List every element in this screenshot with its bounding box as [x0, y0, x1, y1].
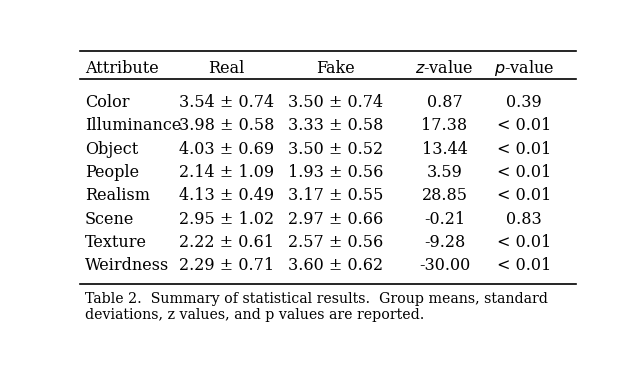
Text: 0.83: 0.83: [506, 211, 542, 228]
Text: < 0.01: < 0.01: [497, 117, 551, 134]
Text: Color: Color: [85, 94, 129, 111]
Text: < 0.01: < 0.01: [497, 187, 551, 204]
Text: < 0.01: < 0.01: [497, 141, 551, 158]
Text: < 0.01: < 0.01: [497, 164, 551, 181]
Text: < 0.01: < 0.01: [497, 257, 551, 274]
Text: 0.87: 0.87: [427, 94, 463, 111]
Text: 2.57 ± 0.56: 2.57 ± 0.56: [288, 234, 383, 251]
Text: Weirdness: Weirdness: [85, 257, 169, 274]
Text: 2.95 ± 1.02: 2.95 ± 1.02: [179, 211, 274, 228]
Text: 17.38: 17.38: [422, 117, 468, 134]
Text: 4.13 ± 0.49: 4.13 ± 0.49: [179, 187, 274, 204]
Text: Realism: Realism: [85, 187, 150, 204]
Text: 3.54 ± 0.74: 3.54 ± 0.74: [179, 94, 274, 111]
Text: 13.44: 13.44: [422, 141, 467, 158]
Text: 3.50 ± 0.74: 3.50 ± 0.74: [288, 94, 383, 111]
Text: deviations, z values, and p values are reported.: deviations, z values, and p values are r…: [85, 308, 424, 322]
Text: 4.03 ± 0.69: 4.03 ± 0.69: [179, 141, 274, 158]
Text: 3.98 ± 0.58: 3.98 ± 0.58: [179, 117, 274, 134]
Text: People: People: [85, 164, 139, 181]
Text: -30.00: -30.00: [419, 257, 470, 274]
Text: $p$-value: $p$-value: [494, 58, 554, 79]
Text: Illuminance: Illuminance: [85, 117, 181, 134]
Text: 1.93 ± 0.56: 1.93 ± 0.56: [288, 164, 383, 181]
Text: Fake: Fake: [316, 60, 355, 77]
Text: 3.17 ± 0.55: 3.17 ± 0.55: [288, 187, 383, 204]
Text: 3.33 ± 0.58: 3.33 ± 0.58: [288, 117, 383, 134]
Text: Object: Object: [85, 141, 138, 158]
Text: -0.21: -0.21: [424, 211, 465, 228]
Text: 0.39: 0.39: [506, 94, 542, 111]
Text: Table 2.  Summary of statistical results.  Group means, standard: Table 2. Summary of statistical results.…: [85, 292, 548, 306]
Text: Real: Real: [208, 60, 244, 77]
Text: 2.22 ± 0.61: 2.22 ± 0.61: [179, 234, 274, 251]
Text: 2.14 ± 1.09: 2.14 ± 1.09: [179, 164, 274, 181]
Text: 28.85: 28.85: [422, 187, 468, 204]
Text: 3.59: 3.59: [427, 164, 463, 181]
Text: 3.50 ± 0.52: 3.50 ± 0.52: [288, 141, 383, 158]
Text: Scene: Scene: [85, 211, 134, 228]
Text: $z$-value: $z$-value: [415, 60, 474, 77]
Text: 2.97 ± 0.66: 2.97 ± 0.66: [288, 211, 383, 228]
Text: Attribute: Attribute: [85, 60, 159, 77]
Text: -9.28: -9.28: [424, 234, 465, 251]
Text: 2.29 ± 0.71: 2.29 ± 0.71: [179, 257, 274, 274]
Text: < 0.01: < 0.01: [497, 234, 551, 251]
Text: Texture: Texture: [85, 234, 147, 251]
Text: 3.60 ± 0.62: 3.60 ± 0.62: [288, 257, 383, 274]
